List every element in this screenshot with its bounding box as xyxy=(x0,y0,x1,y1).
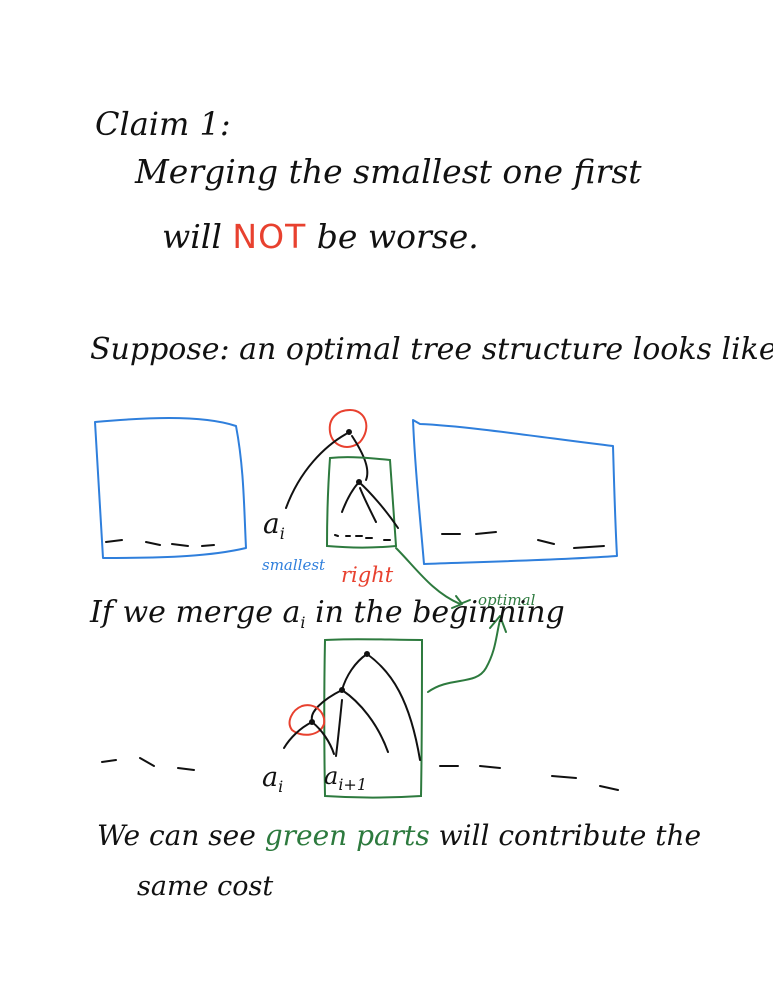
merge-var-letter: a xyxy=(282,595,301,630)
merge-var: ai xyxy=(282,595,306,632)
subtree-dashes xyxy=(334,534,391,541)
green-parts-highlight: green parts xyxy=(264,819,430,852)
right-box-dashes xyxy=(441,531,605,549)
leaf2-ai-subscript: i xyxy=(278,777,284,796)
edges-figure-2 xyxy=(310,653,421,761)
leaf2-ai-label: ai xyxy=(262,764,283,795)
not-highlight: NOT xyxy=(232,217,307,256)
merge-sentence: If we merge ai in the beginning xyxy=(90,598,565,631)
leaf-ai-label: ai xyxy=(263,510,285,542)
conclusion-after: will contribute the xyxy=(438,819,702,852)
leaf-ai-plus-1-letter: a xyxy=(324,762,339,790)
conclusion-before: We can see xyxy=(97,819,256,852)
left-box-dashes xyxy=(105,539,215,547)
conclusion-line-2: same cost xyxy=(137,871,274,902)
up-arrow-optimal xyxy=(427,615,507,693)
smallest-label: smallest xyxy=(262,556,326,574)
root-node xyxy=(346,429,352,435)
blue-box-left xyxy=(94,417,247,559)
optimal-arrow xyxy=(395,547,471,609)
claim-line-1: Merging the smallest one first xyxy=(135,152,642,191)
edge-root-to-ai xyxy=(285,433,347,509)
blue-box-right xyxy=(412,419,618,565)
merge-var-subscript: i xyxy=(300,613,306,632)
merge-edges xyxy=(283,721,335,755)
left-dashes-2 xyxy=(101,757,195,771)
claim-line-2-after: be worse. xyxy=(316,217,479,256)
right-dashes-2 xyxy=(439,765,619,791)
leaf-ai-subscript: i xyxy=(279,524,285,543)
claim-line-2-before: will xyxy=(162,217,222,256)
conclusion-line-1: We can see green parts will contribute t… xyxy=(97,822,701,850)
claim-title: Claim 1: xyxy=(95,105,231,143)
subtree-edges xyxy=(341,481,399,529)
claim-line-2: will NOT be worse. xyxy=(162,220,479,253)
edge-root-to-subtree xyxy=(351,435,369,481)
merge-red-circle xyxy=(288,704,326,736)
leaf-ai-plus-1-label: ai+1 xyxy=(324,764,367,793)
merge-text-after: in the beginning xyxy=(315,595,565,630)
leaf2-ai-letter: a xyxy=(262,762,279,793)
root-red-circle xyxy=(328,408,368,448)
leaf-ai-plus-1-subscript: i+1 xyxy=(338,775,368,794)
optimal-label: optimal xyxy=(478,591,536,609)
merge-text-before: If we merge xyxy=(90,595,273,630)
right-label: right xyxy=(341,563,394,587)
green-box-1 xyxy=(325,456,398,549)
leaf-ai-letter: a xyxy=(263,507,280,540)
suppose-text: Suppose: an optimal tree structure looks… xyxy=(90,332,773,367)
